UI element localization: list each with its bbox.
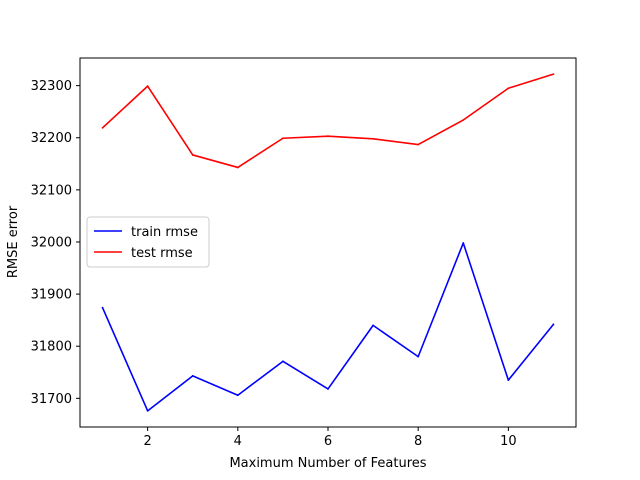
legend: train rmse test rmse: [86, 216, 210, 268]
x-tick-label: 6: [324, 434, 332, 449]
data-point-test-rmse: [191, 154, 194, 156]
data-point-test-rmse: [417, 143, 420, 146]
series-layer: [101, 73, 555, 412]
data-point-train-rmse: [191, 375, 194, 377]
legend-label-train-rmse: train rmse: [131, 225, 198, 240]
y-axis-label: RMSE error: [6, 205, 21, 278]
data-point-test-rmse: [236, 166, 239, 169]
data-point-train-rmse: [101, 306, 104, 309]
x-tick-label: 8: [414, 434, 422, 449]
data-point-test-rmse: [372, 137, 374, 140]
y-tick-label: 31700: [31, 392, 72, 407]
data-point-train-rmse: [507, 379, 510, 381]
y-tick-label: 32300: [31, 79, 72, 94]
x-tick-label: 10: [500, 434, 517, 449]
data-point-test-rmse: [282, 137, 284, 140]
x-tick-label: 2: [143, 434, 151, 449]
y-tick-label: 31900: [31, 288, 72, 303]
data-point-test-rmse: [507, 87, 510, 90]
y-tick-label: 32000: [31, 235, 72, 250]
data-point-test-rmse: [327, 135, 329, 138]
y-tick-label: 31800: [31, 340, 72, 355]
y-axis-ticks: 31700 31800 31900 32000 32100 32200 32300: [31, 79, 80, 407]
data-point-train-rmse: [236, 394, 239, 397]
data-point-train-rmse: [282, 360, 284, 363]
legend-label-test-rmse: test rmse: [131, 246, 193, 261]
data-point-test-rmse: [146, 85, 149, 88]
x-tick-label: 4: [234, 434, 242, 449]
data-point-train-rmse: [372, 324, 374, 327]
data-point-train-rmse: [552, 323, 555, 326]
data-point-train-rmse: [462, 242, 465, 244]
legend-box: [86, 216, 210, 268]
y-tick-label: 32100: [31, 183, 72, 198]
data-point-train-rmse: [327, 388, 329, 390]
data-point-test-rmse: [462, 119, 465, 121]
data-point-train-rmse: [146, 409, 149, 412]
data-point-train-rmse: [417, 355, 420, 358]
x-axis-label: Maximum Number of Features: [229, 456, 426, 471]
y-tick-label: 32200: [31, 131, 72, 146]
data-point-test-rmse: [552, 73, 555, 76]
data-point-test-rmse: [101, 126, 104, 129]
x-axis-ticks: 2 4 6 8 10: [143, 427, 517, 449]
